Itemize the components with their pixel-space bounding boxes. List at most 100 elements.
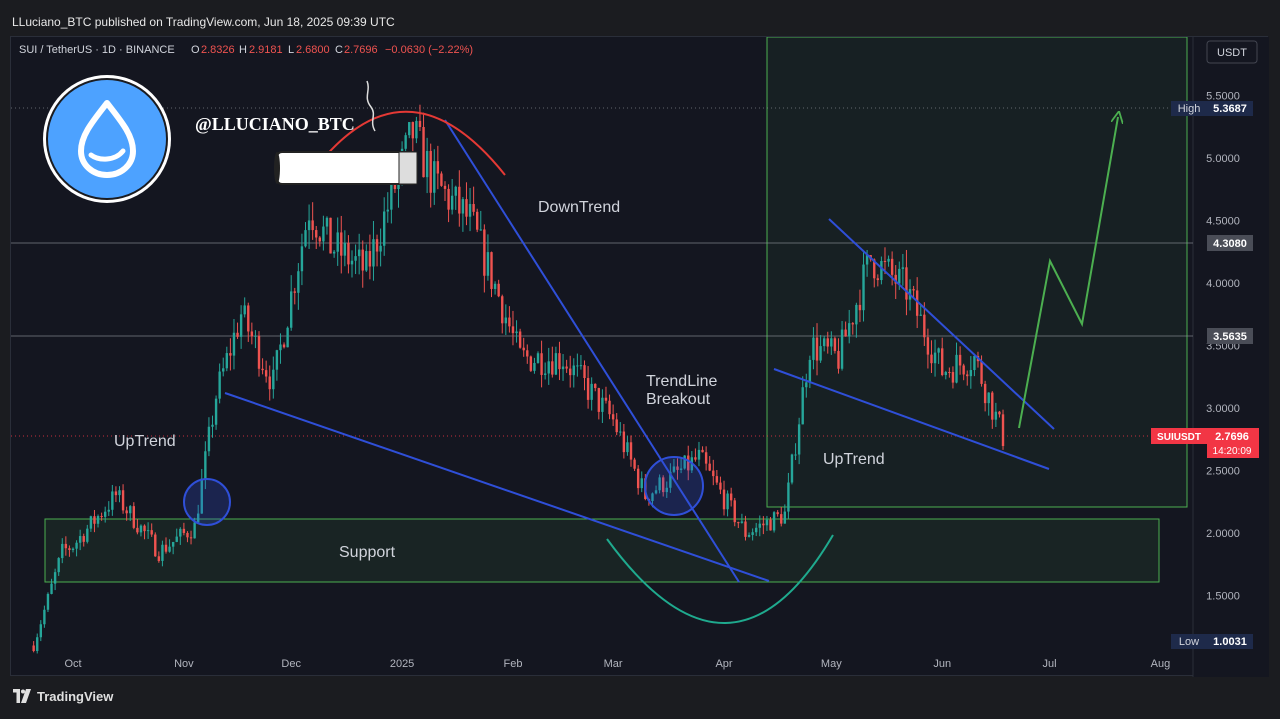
candle-body[interactable] [762,523,765,526]
candle-body[interactable] [923,314,926,338]
candle-body[interactable] [311,220,314,231]
symbol-label[interactable]: SUI / TetherUS · 1D · BINANCE [19,44,175,56]
candle-body[interactable] [880,261,883,281]
descending-support-trendline[interactable] [224,392,770,582]
candle-body[interactable] [658,477,661,491]
candle-body[interactable] [576,365,579,367]
candle-body[interactable] [837,350,840,369]
candle-body[interactable] [232,332,236,356]
candle-body[interactable] [214,398,218,425]
candle-body[interactable] [962,365,965,375]
candle-body[interactable] [146,530,150,532]
candle-body[interactable] [89,516,93,529]
candle-body[interactable] [286,327,289,348]
candle-body[interactable] [250,331,254,337]
candle-body[interactable] [411,122,415,139]
candle-body[interactable] [833,338,837,351]
candle-body[interactable] [343,242,347,256]
candle-body[interactable] [747,534,751,537]
candle-body[interactable] [941,348,944,376]
candle-body[interactable] [966,374,969,377]
candle-body[interactable] [629,442,633,460]
candle-body[interactable] [375,239,379,252]
candle-body[interactable] [39,624,43,638]
candle-body[interactable] [100,516,103,518]
candlestick-series[interactable] [32,104,1005,654]
candle-body[interactable] [315,230,318,238]
candle-body[interactable] [222,368,225,372]
candle-body[interactable] [32,645,35,651]
candle-body[interactable] [726,493,729,510]
candle-body[interactable] [436,161,440,174]
candle-body[interactable] [461,199,465,214]
candle-body[interactable] [683,455,686,469]
candle-body[interactable] [780,514,783,524]
candle-body[interactable] [640,478,643,489]
candle-body[interactable] [765,519,769,526]
candle-body[interactable] [186,532,189,538]
candle-body[interactable] [379,245,382,252]
candle-body[interactable] [239,314,243,337]
candle-body[interactable] [915,290,919,316]
candle-body[interactable] [46,593,50,610]
candle-body[interactable] [594,383,597,389]
candle-body[interactable] [787,482,790,512]
candle-body[interactable] [504,317,508,324]
candle-body[interactable] [518,331,522,348]
candle-body[interactable] [429,150,432,193]
candle-body[interactable] [536,353,540,363]
chart-svg[interactable]: SUI / TetherUS · 1D · BINANCE O 2.8326 H… [11,37,1269,677]
candle-body[interactable] [50,583,53,594]
candle-body[interactable] [822,338,826,347]
candle-body[interactable] [830,338,833,347]
candle-body[interactable] [254,335,257,337]
candle-body[interactable] [350,260,354,265]
candle-body[interactable] [533,362,536,371]
candle-body[interactable] [883,261,887,263]
candle-body[interactable] [508,317,511,327]
candle-body[interactable] [422,127,425,178]
candle-body[interactable] [279,344,282,351]
candle-body[interactable] [672,466,676,472]
candle-body[interactable] [275,350,279,370]
downtrend-line[interactable] [444,119,740,583]
candle-body[interactable] [293,291,296,293]
candle-body[interactable] [114,491,118,496]
candle-body[interactable] [901,267,905,269]
candle-body[interactable] [797,424,801,455]
candle-body[interactable] [855,304,858,325]
candle-body[interactable] [36,637,39,651]
candle-body[interactable] [282,344,286,348]
candle-body[interactable] [196,513,200,523]
candle-body[interactable] [558,353,561,370]
candle-body[interactable] [722,489,726,510]
candle-body[interactable] [783,511,787,524]
wedge-lower-line[interactable] [773,368,1050,470]
candle-body[interactable] [930,354,933,364]
candle-body[interactable] [64,543,68,549]
candle-body[interactable] [132,506,136,528]
candle-body[interactable] [808,359,812,383]
candle-body[interactable] [207,426,211,452]
candle-body[interactable] [633,459,636,469]
candle-body[interactable] [129,506,132,514]
candle-body[interactable] [547,361,550,374]
candle-body[interactable] [894,274,897,284]
candle-body[interactable] [973,355,976,371]
candle-body[interactable] [991,392,994,420]
candle-body[interactable] [257,335,261,369]
candle-body[interactable] [493,283,497,289]
candle-body[interactable] [93,516,96,524]
candle-body[interactable] [368,251,372,267]
candle-body[interactable] [53,572,57,584]
candle-body[interactable] [708,463,711,471]
candle-body[interactable] [96,516,100,524]
candle-body[interactable] [136,527,139,533]
candle-body[interactable] [268,376,271,390]
candle-body[interactable] [304,230,307,247]
candle-body[interactable] [418,120,422,128]
candle-body[interactable] [615,419,618,433]
candle-body[interactable] [898,268,901,284]
candle-body[interactable] [755,527,758,533]
candle-body[interactable] [78,536,82,543]
